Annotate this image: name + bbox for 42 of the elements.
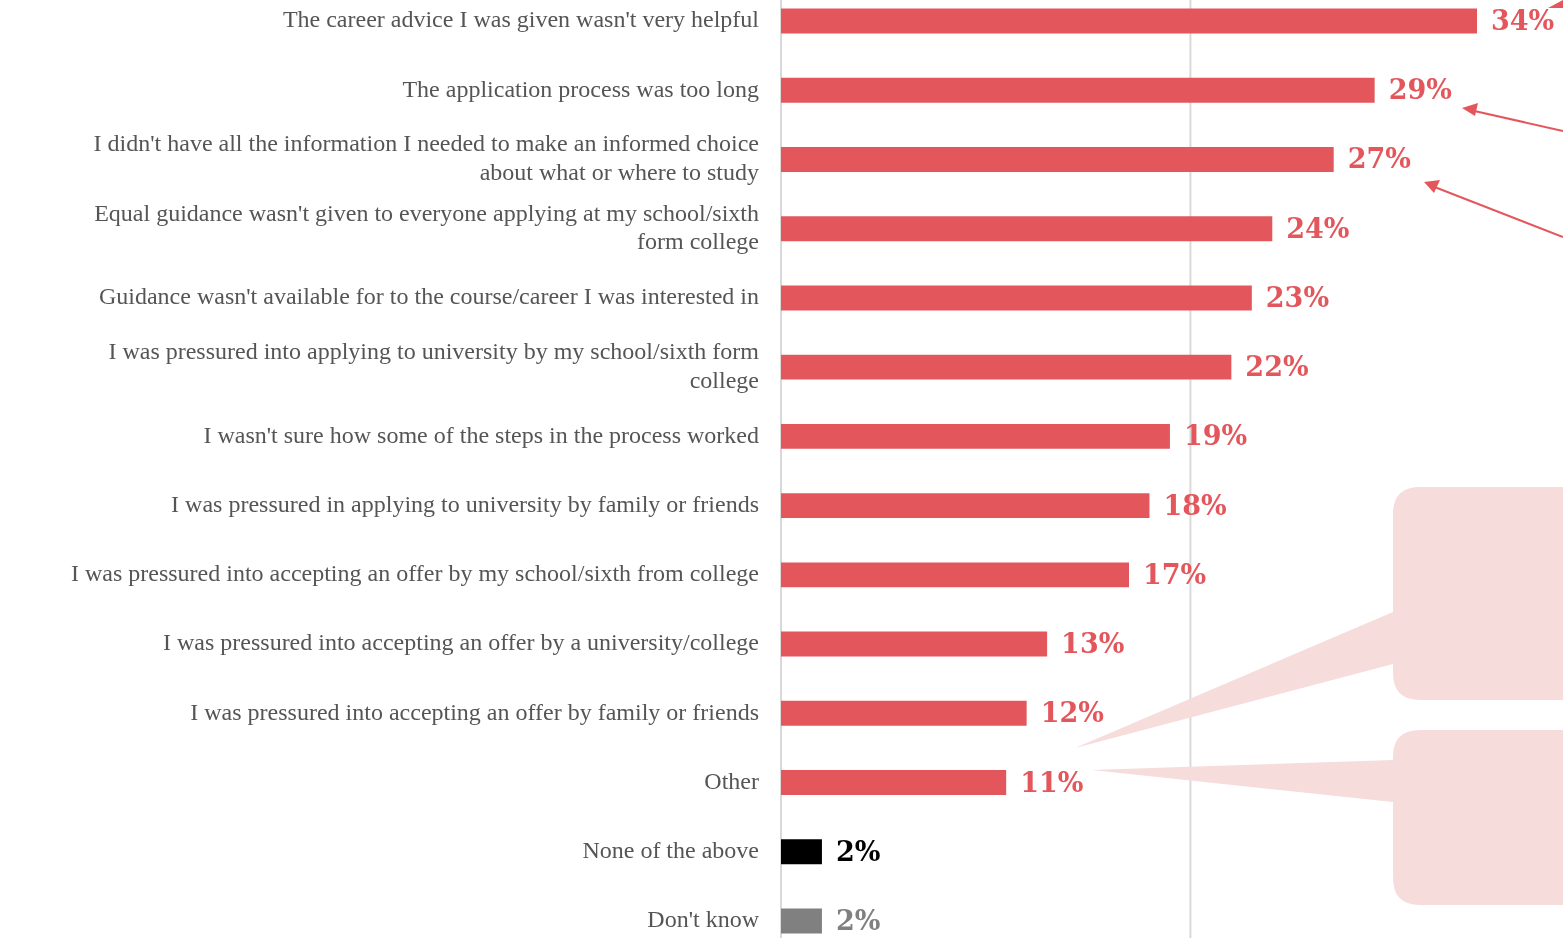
bar (781, 423, 1170, 449)
y-tick-label: I was pressured into accepting an offer by my school/sixth from college (70, 560, 759, 587)
y-tick-label: I wasn't sure how some of the steps in the process worked (203, 421, 759, 448)
data-label: 11% (1020, 766, 1084, 798)
y-tick-label: I was pressured into accepting an offer by a university/college (162, 629, 759, 656)
bar (781, 700, 1027, 726)
y-tick-label: The career advice I was given wasn't very helpful (282, 6, 760, 33)
y-tick-label: I was pressured into accepting an offer by family or friends (190, 698, 759, 725)
y-tick-label: None of the above (582, 837, 759, 864)
data-label: 13% (1061, 628, 1125, 660)
bar (781, 839, 822, 865)
y-tick-label: Other (704, 767, 759, 794)
y-tick-label: Don't know (647, 906, 760, 933)
bar (781, 77, 1375, 103)
bar (781, 354, 1232, 380)
data-label: 17% (1143, 558, 1207, 590)
y-tick-label: I was pressured into applying to university by my school/sixth form college (108, 338, 760, 393)
data-label: 24% (1286, 212, 1350, 244)
data-label: 2% (835, 905, 881, 936)
data-label: 18% (1163, 489, 1227, 521)
data-label: 2% (835, 835, 881, 867)
y-tick-label: I was pressured in applying to university by family or friends (171, 490, 759, 517)
y-tick-label: I didn't have all the information I needed to make an informed choice about what or where to study (93, 130, 759, 186)
y-tick-label: Equal guidance wasn't given to everyone applying at my school/sixth form college (94, 199, 759, 255)
bar (781, 147, 1334, 172)
bar (781, 770, 1007, 795)
data-label: 22% (1245, 351, 1309, 383)
data-label: 12% (1040, 697, 1104, 729)
bar (781, 8, 1477, 34)
data-label: 34% (1491, 5, 1555, 37)
data-label: 19% (1183, 420, 1248, 452)
data-label: 23% (1265, 281, 1330, 313)
bar (781, 562, 1129, 588)
bar (781, 493, 1150, 519)
bar (781, 285, 1252, 311)
y-tick-label: The application process was too long (402, 75, 759, 102)
data-label: 29% (1388, 74, 1452, 106)
bar (781, 908, 822, 934)
bar (781, 631, 1048, 657)
y-tick-label: Guidance wasn't available for to the course/career I was interested in (98, 283, 759, 310)
data-label: 27% (1347, 143, 1411, 175)
bar (781, 216, 1273, 242)
